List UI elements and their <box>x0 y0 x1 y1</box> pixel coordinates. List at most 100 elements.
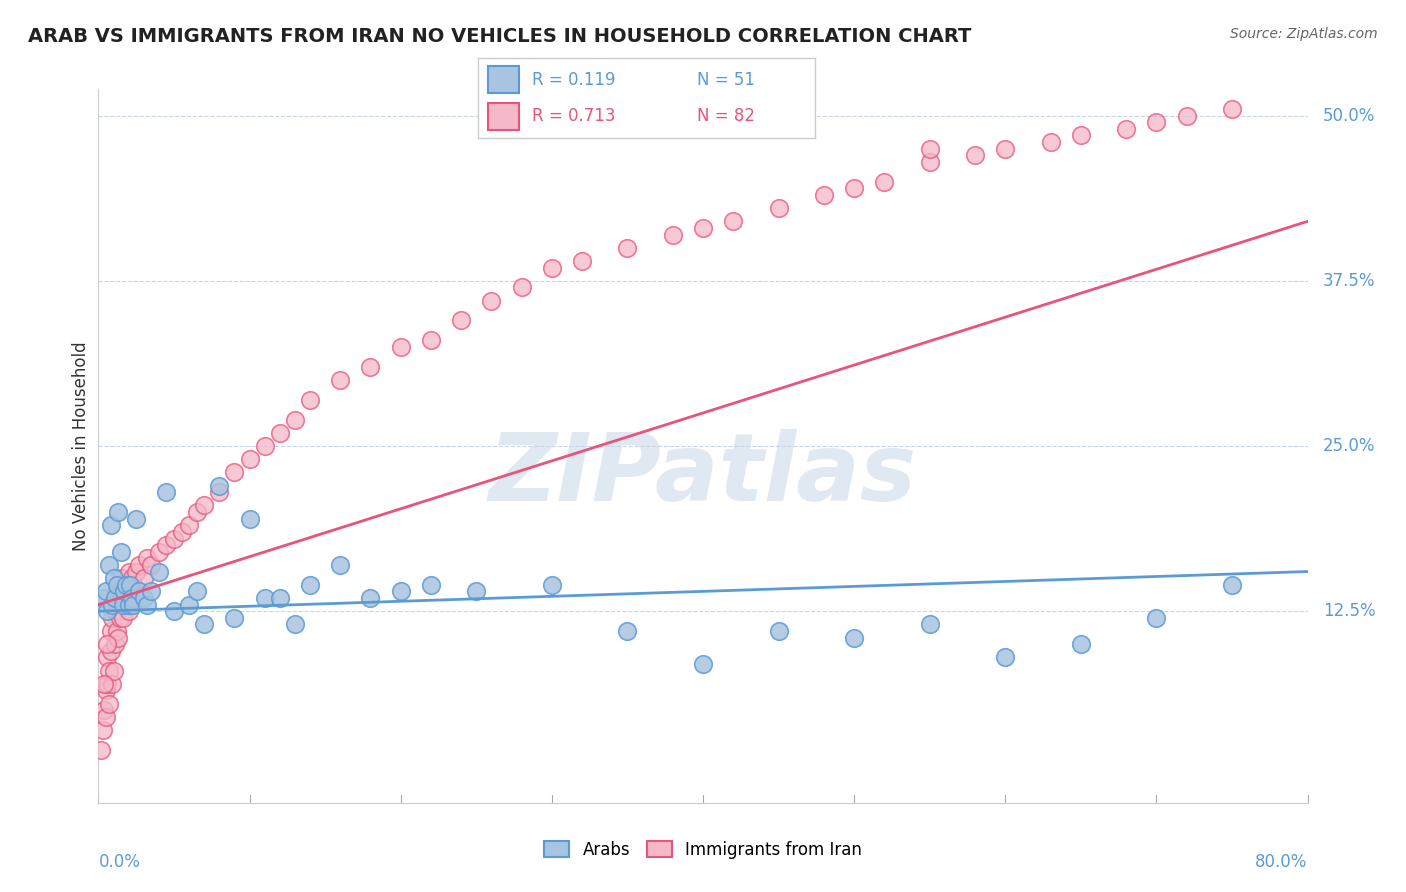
Point <box>299 392 322 407</box>
Point <box>239 511 262 525</box>
Legend: Arabs, Immigrants from Iran: Arabs, Immigrants from Iran <box>537 835 869 866</box>
Text: Source: ZipAtlas.com: Source: ZipAtlas.com <box>1230 27 1378 41</box>
Point <box>965 148 987 162</box>
Text: R = 0.119: R = 0.119 <box>531 70 616 88</box>
Point <box>96 677 118 691</box>
Point <box>98 558 121 572</box>
Point <box>135 598 157 612</box>
Point <box>284 617 307 632</box>
Point <box>114 578 136 592</box>
Point <box>616 241 638 255</box>
Point <box>179 598 201 612</box>
Point <box>186 505 208 519</box>
Point <box>661 227 683 242</box>
Point <box>101 598 124 612</box>
Point <box>120 578 142 592</box>
Point <box>224 466 246 480</box>
Point <box>128 558 150 572</box>
Point <box>105 584 128 599</box>
Text: 37.5%: 37.5% <box>1323 272 1375 290</box>
Point <box>100 624 122 638</box>
Point <box>918 617 941 632</box>
Point <box>1039 135 1062 149</box>
Point <box>616 624 638 638</box>
Text: ZIPatlas: ZIPatlas <box>489 428 917 521</box>
Point <box>141 558 163 572</box>
Point <box>105 578 128 592</box>
FancyBboxPatch shape <box>488 103 519 130</box>
Point <box>692 657 714 671</box>
Point <box>101 611 124 625</box>
Text: R = 0.713: R = 0.713 <box>531 107 616 125</box>
Point <box>122 578 145 592</box>
Point <box>284 412 307 426</box>
Point <box>193 499 215 513</box>
Point <box>1175 109 1198 123</box>
Point <box>100 644 122 658</box>
Point <box>125 511 148 525</box>
Text: 50.0%: 50.0% <box>1323 107 1375 125</box>
Point <box>844 631 866 645</box>
Point <box>148 545 170 559</box>
Point <box>239 452 262 467</box>
Point <box>329 373 352 387</box>
Point <box>299 578 322 592</box>
Point <box>1115 121 1137 136</box>
Point <box>224 611 246 625</box>
Point <box>918 142 941 156</box>
Point <box>163 604 186 618</box>
Point <box>450 313 472 327</box>
Point <box>163 532 186 546</box>
Point <box>360 359 382 374</box>
Point <box>103 591 125 605</box>
Point <box>114 584 136 599</box>
Point <box>155 538 177 552</box>
Point <box>253 591 276 605</box>
Point <box>96 604 118 618</box>
Point <box>120 584 142 599</box>
Point <box>111 578 134 592</box>
Text: 80.0%: 80.0% <box>1256 853 1308 871</box>
Point <box>389 340 412 354</box>
FancyBboxPatch shape <box>488 66 519 94</box>
Point <box>118 598 141 612</box>
Point <box>132 571 155 585</box>
Point <box>110 571 132 585</box>
Point <box>125 565 148 579</box>
Y-axis label: No Vehicles in Household: No Vehicles in Household <box>72 341 90 551</box>
Point <box>91 723 114 738</box>
Point <box>269 425 291 440</box>
Point <box>94 683 117 698</box>
Point <box>1144 611 1167 625</box>
Point <box>103 664 125 678</box>
Point <box>253 439 276 453</box>
Point <box>723 214 745 228</box>
Point <box>481 293 503 308</box>
Point <box>269 591 291 605</box>
Point <box>107 631 129 645</box>
Point <box>141 584 163 599</box>
Point <box>91 591 114 605</box>
Point <box>90 743 112 757</box>
Point <box>132 591 155 605</box>
Point <box>873 175 896 189</box>
Text: ARAB VS IMMIGRANTS FROM IRAN NO VEHICLES IN HOUSEHOLD CORRELATION CHART: ARAB VS IMMIGRANTS FROM IRAN NO VEHICLES… <box>28 27 972 45</box>
Text: 25.0%: 25.0% <box>1323 437 1375 455</box>
Point <box>104 637 127 651</box>
Point <box>104 591 127 605</box>
Point <box>110 545 132 559</box>
Point <box>420 578 443 592</box>
Point <box>93 677 115 691</box>
Point <box>844 181 866 195</box>
Point <box>112 584 135 599</box>
Point <box>111 598 134 612</box>
Point <box>193 617 215 632</box>
Point <box>389 584 412 599</box>
Point <box>179 518 201 533</box>
Text: 12.5%: 12.5% <box>1323 602 1375 620</box>
Point <box>98 664 121 678</box>
Point <box>118 565 141 579</box>
Text: 0.0%: 0.0% <box>98 853 141 871</box>
Point <box>94 710 117 724</box>
Point <box>93 703 115 717</box>
